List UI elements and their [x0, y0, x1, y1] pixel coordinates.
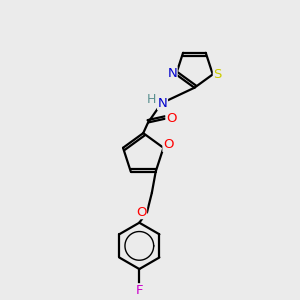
Text: S: S	[213, 68, 222, 81]
Text: N: N	[167, 67, 177, 80]
Text: N: N	[158, 97, 167, 110]
Text: H: H	[147, 93, 157, 106]
Text: O: O	[166, 112, 176, 125]
Text: F: F	[136, 284, 143, 297]
Text: O: O	[163, 138, 173, 152]
Text: O: O	[136, 206, 146, 219]
